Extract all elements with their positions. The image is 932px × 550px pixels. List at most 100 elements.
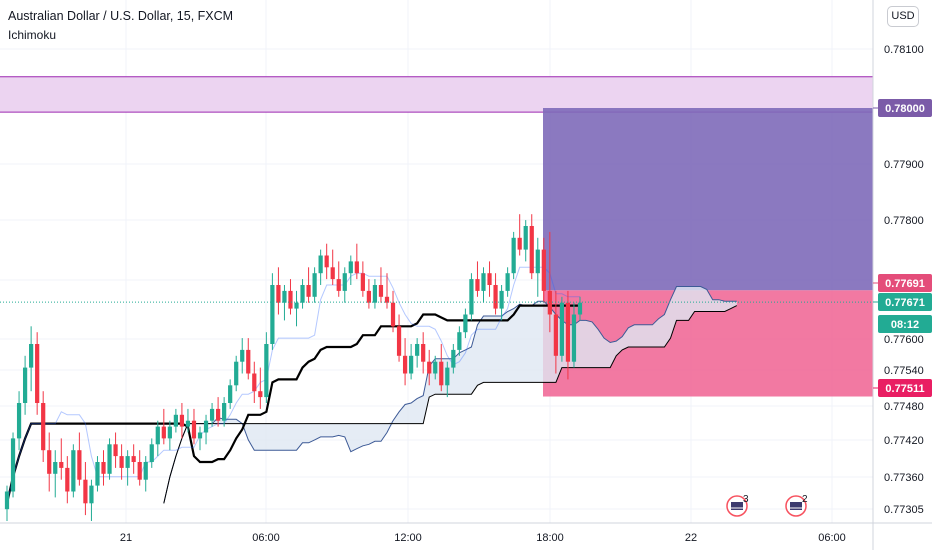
candle-body [215, 408, 221, 421]
candles [4, 214, 583, 521]
economic-event-marker[interactable]: 2 [785, 494, 808, 517]
stop-price-tag: 0.77511 [873, 379, 932, 397]
flag-canton [731, 502, 743, 510]
candle-body [185, 420, 191, 427]
time-tick-label: 18:00 [536, 532, 564, 544]
target-price-tag: 0.78000 [873, 99, 932, 117]
candle-body [378, 285, 384, 297]
candle-body [209, 408, 215, 421]
candle-body [451, 349, 456, 368]
candle-body [336, 279, 341, 291]
price-tick-label: 0.77480 [884, 401, 924, 413]
candle-body [222, 403, 227, 421]
candle-body [83, 479, 88, 504]
candle-body [342, 273, 347, 291]
candle-body [10, 438, 16, 492]
time-tick-label: 21 [120, 532, 132, 544]
long-position-profit-zone[interactable] [543, 108, 873, 291]
indicator-label[interactable]: Ichimoku [8, 28, 57, 42]
price-tags: 0.78000 0.77691 0.77671 08:12 0.77511 [873, 99, 932, 397]
candle-body [366, 290, 372, 303]
candle-body [523, 226, 528, 250]
bar-countdown-tag: 08:12 [878, 315, 932, 333]
tag-background [878, 99, 932, 117]
candle-body [41, 403, 46, 451]
price-tick-label: 0.77540 [884, 365, 924, 377]
tag-label: 08:12 [891, 319, 919, 331]
candle-body [77, 450, 82, 480]
candle-body [565, 302, 571, 362]
candle-body [35, 344, 40, 403]
candle-body [475, 279, 480, 291]
candle-body [372, 285, 378, 303]
candle-body [300, 285, 305, 303]
candle-body [571, 314, 577, 362]
candle-body [535, 249, 540, 274]
candle-body [4, 491, 10, 510]
ichimoku-cloud [163, 286, 737, 504]
resistance-zone[interactable] [0, 76, 873, 113]
candle-body [246, 349, 251, 374]
candle-body [427, 361, 432, 374]
candle-body [59, 462, 64, 468]
symbol-title[interactable]: Australian Dollar / U.S. Dollar, 15, FXC… [8, 9, 234, 23]
zones [0, 76, 873, 397]
candle-body [234, 361, 239, 386]
candle-body [155, 426, 160, 445]
candle-body [390, 302, 396, 327]
candle-body [559, 302, 565, 356]
economic-event-marker[interactable]: 3 [726, 494, 749, 517]
candle-body [306, 285, 311, 297]
price-tick-label: 0.77900 [884, 159, 924, 171]
candle-body [258, 391, 263, 398]
currency-button[interactable]: USD [887, 6, 919, 27]
candle-body [439, 361, 444, 386]
entry-price-tag: 0.77691 [873, 274, 932, 292]
candle-body [173, 414, 178, 427]
candle-body [481, 273, 486, 291]
candle-body [143, 462, 148, 480]
candle-body [445, 367, 450, 386]
candle-body [457, 332, 462, 350]
time-tick-label: 22 [685, 532, 697, 544]
candle-body [179, 414, 185, 427]
candle-body [547, 290, 552, 315]
candle-body [107, 444, 112, 474]
candle-body [360, 273, 365, 291]
candle-body [119, 456, 124, 468]
candle-body [29, 344, 34, 368]
event-count: 2 [802, 494, 808, 505]
candle-body [433, 361, 438, 374]
candle-body [16, 403, 22, 439]
candle-body [312, 273, 317, 297]
candle-body [101, 462, 106, 474]
time-tick-label: 06:00 [818, 532, 846, 544]
candle-body [22, 367, 28, 403]
candle-body [95, 462, 100, 486]
candle-body [137, 462, 142, 480]
candle-body [505, 273, 510, 291]
candle-body [264, 344, 269, 398]
tag-label: 0.77671 [885, 297, 925, 309]
time-tick-label: 12:00 [394, 532, 422, 544]
candle-body [282, 290, 287, 303]
candle-body [409, 355, 414, 374]
candle-body [487, 273, 492, 285]
candle-body [577, 302, 583, 315]
price-axis[interactable]: 0.78100 0.77900 0.77800 0.77600 0.77540 0.774… [884, 44, 924, 516]
candle-body [240, 349, 245, 362]
candle-body [511, 237, 516, 274]
event-count: 3 [743, 494, 749, 505]
candle-body [402, 355, 408, 374]
candle-body [469, 279, 474, 315]
candle-body [65, 467, 70, 492]
candle-body [197, 432, 203, 439]
tag-label: 0.78000 [885, 103, 925, 115]
candle-body [276, 285, 281, 303]
candle-body [348, 261, 353, 274]
candle-body [324, 255, 329, 268]
candle-body [161, 426, 166, 439]
time-axis[interactable]: 21 06:00 12:00 18:00 22 06:00 [120, 532, 846, 544]
